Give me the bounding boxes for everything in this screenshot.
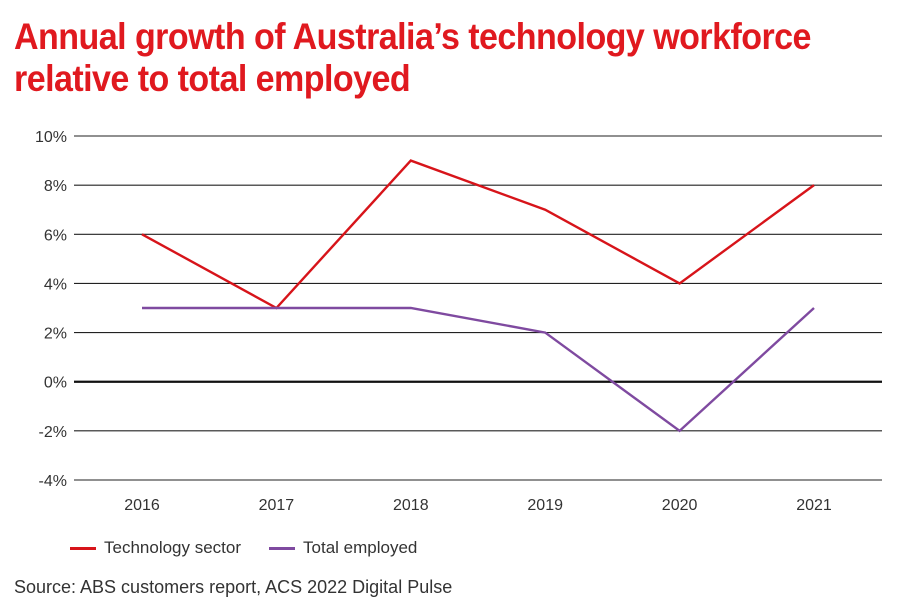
y-tick-label: -4%: [39, 473, 67, 490]
legend-swatch-total: [269, 546, 296, 550]
x-tick-label: 2016: [124, 497, 160, 514]
x-tick-label: 2020: [662, 497, 698, 514]
legend-item-total: Total employed: [269, 538, 417, 558]
y-tick-label: 2%: [44, 326, 67, 343]
y-tick-label: 4%: [44, 276, 67, 293]
grid-lines: [74, 135, 882, 481]
legend-item-technology: Technology sector: [70, 538, 241, 558]
y-tick-label: 10%: [35, 129, 67, 146]
series-lines: [141, 159, 815, 433]
x-tick-label: 2019: [527, 497, 563, 514]
y-tick-label: 0%: [44, 375, 67, 392]
x-tick-label: 2018: [393, 497, 429, 514]
series-line-technology: [141, 159, 815, 310]
title-line-1: Annual growth of Australia’s technology …: [14, 16, 811, 57]
legend-label-technology: Technology sector: [104, 538, 242, 557]
series-line-total: [142, 306, 815, 433]
title-line-2: relative to total employed: [14, 58, 411, 99]
x-axis-ticks: 2016 2017 2018 2019 2020 2021: [124, 497, 832, 514]
legend-label-total: Total employed: [303, 538, 418, 557]
y-tick-label: 6%: [44, 227, 67, 244]
x-tick-label: 2021: [796, 497, 832, 514]
legend-swatch-technology: [70, 546, 96, 550]
x-tick-label: 2017: [259, 497, 295, 514]
chart-title: Annual growth of Australia’s technology …: [14, 16, 824, 100]
y-axis-ticks: 10% 8% 6% 4% 2% 0% -2% -4%: [35, 129, 67, 490]
legend: Technology sector Total employed: [70, 538, 445, 558]
y-tick-label: 8%: [44, 178, 67, 195]
y-tick-label: -2%: [39, 424, 67, 441]
source-note: Source: ABS customers report, ACS 2022 D…: [14, 577, 453, 597]
